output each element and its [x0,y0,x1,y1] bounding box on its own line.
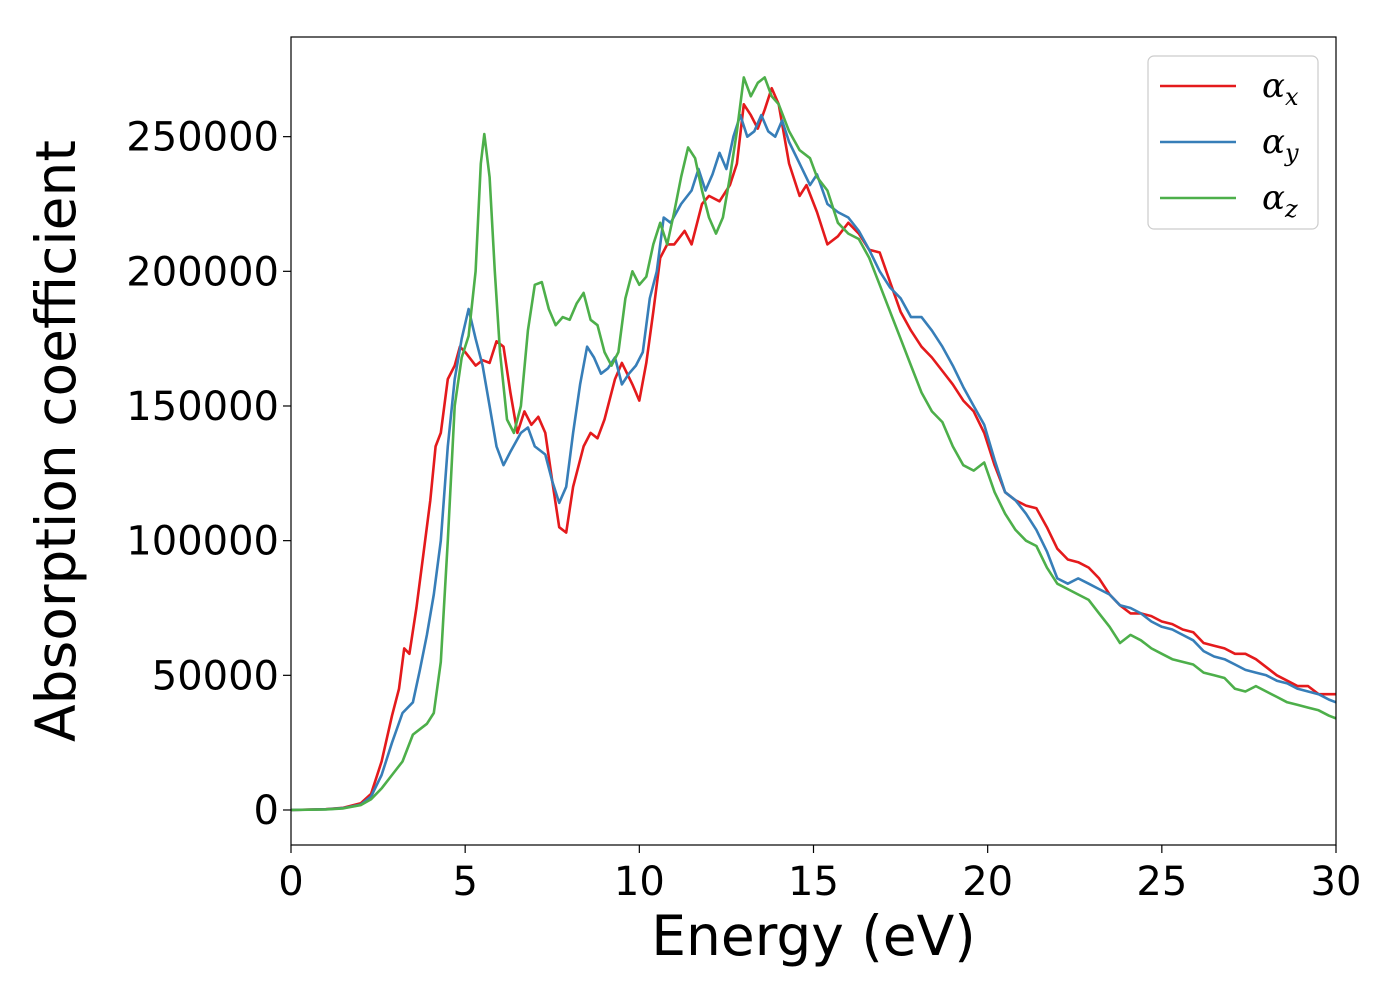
x-axis-title: Energy (eV) [651,904,975,968]
y-tick-label: 100000 [126,519,279,565]
y-axis: 0 50000 100000 150000 200000 250000 [126,115,291,834]
x-tick-label: 5 [452,859,477,905]
series-line-y [290,113,1337,812]
y-tick-label: 150000 [126,384,279,430]
x-tick-label: 20 [962,859,1013,905]
x-axis: 0 5 10 15 20 25 30 [278,845,1361,905]
legend-label-z: αz [1262,178,1298,223]
legend-label-y: αy [1262,122,1299,167]
legend-label-x: αx [1262,66,1299,111]
x-tick-label: 0 [278,859,303,905]
series-line-z [290,76,1337,812]
x-tick-label: 25 [1136,859,1187,905]
series-layer [290,76,1337,812]
legend: αx αy αz [1147,55,1319,230]
y-tick-label: 50000 [152,653,279,699]
y-tick-label: 200000 [126,249,279,295]
x-tick-label: 30 [1311,859,1362,905]
y-tick-label: 250000 [126,115,279,161]
x-tick-label: 15 [788,859,839,905]
y-tick-label: 0 [254,788,279,834]
x-tick-label: 10 [614,859,665,905]
y-axis-title: Absorption coefficient [24,140,88,742]
